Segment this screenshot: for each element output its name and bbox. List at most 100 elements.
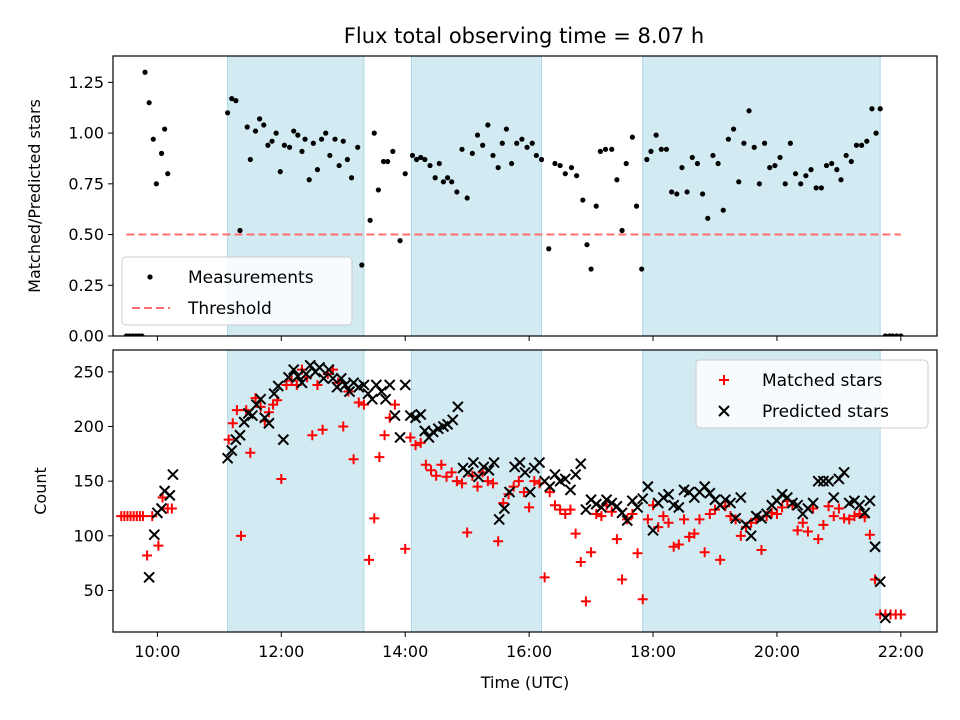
measurement-point	[519, 136, 525, 142]
matched-star-point	[482, 476, 493, 487]
matched-star-point	[663, 517, 674, 528]
measurement-point	[848, 158, 854, 165]
measurement-point	[663, 146, 670, 152]
measurement-point	[310, 140, 316, 146]
matched-star-point	[231, 405, 242, 416]
measurement-point	[508, 160, 515, 167]
measurement-point	[397, 238, 403, 244]
measurement-point	[459, 146, 465, 152]
night-shade-band	[410, 350, 543, 632]
y-tick-label: 1.00	[68, 124, 104, 143]
predicted-star-point	[493, 513, 505, 526]
y-tick-label: 0.75	[68, 174, 104, 193]
matched-star-point	[668, 541, 679, 552]
measurement-point	[694, 160, 701, 167]
predicted-star-point	[483, 464, 495, 476]
measurement-point	[669, 189, 675, 195]
predicted-star-point	[864, 495, 876, 507]
measurement-point	[306, 177, 312, 183]
matched-star-point	[166, 503, 177, 514]
predicted-star-point	[447, 414, 459, 426]
predicted-star-point	[662, 488, 675, 500]
measurement-point	[444, 175, 451, 181]
predicted-star-point	[637, 492, 649, 505]
matched-star-point	[137, 511, 148, 522]
predicted-star-point	[335, 372, 347, 385]
predicted-star-point	[452, 401, 464, 413]
measurement-point	[689, 154, 695, 161]
predicted-star-point	[828, 491, 840, 504]
measurement-point	[413, 156, 420, 163]
predicted-star-point	[657, 491, 670, 504]
matched-star-point	[379, 430, 390, 441]
predicted-star-point	[148, 529, 161, 541]
measurement-point	[299, 148, 305, 154]
matched-star-point	[658, 511, 669, 522]
measurement-point	[265, 142, 271, 148]
axes-frame	[112, 55, 938, 337]
measurement-point	[464, 195, 470, 201]
predicted-star-point	[143, 571, 155, 584]
predicted-star-point	[394, 431, 406, 444]
matched-star-point	[441, 471, 452, 482]
predicted-star-point	[317, 372, 330, 385]
y-tick-label: 250	[73, 362, 104, 381]
matched-star-point	[493, 536, 504, 547]
measurement-point	[736, 179, 742, 185]
measurement-point	[380, 158, 387, 165]
matched-star-point	[462, 527, 473, 538]
measurement-point	[552, 160, 558, 167]
plot-area	[123, 56, 904, 336]
measurement-point	[142, 69, 148, 75]
ratio-panel: 0.00 0.25 0.50 0.75 1.00 1.25 Matched/Predicte…	[25, 55, 938, 346]
matched-star-point	[487, 478, 498, 489]
matched-star-point	[797, 517, 808, 528]
predicted-star-point	[559, 473, 571, 485]
measurement-point	[286, 144, 293, 150]
predicted-star-point	[238, 416, 250, 428]
matched-star-point	[673, 539, 684, 550]
matched-star-point	[575, 557, 586, 568]
measurement-point	[529, 140, 535, 146]
measurement-point	[684, 189, 690, 195]
measurement-point	[823, 162, 830, 169]
x-tick-label: 22:00	[878, 642, 924, 661]
measurement-point	[538, 156, 545, 163]
matched-star-point	[818, 519, 829, 530]
measurement-point	[233, 98, 239, 104]
measurement-point	[574, 173, 580, 179]
measurement-point	[281, 142, 288, 148]
matched-star-point	[245, 447, 256, 458]
matched-star-point	[389, 399, 400, 410]
predicted-star-point	[323, 363, 335, 376]
measurement-point	[619, 227, 625, 234]
matched-star-point	[699, 547, 710, 558]
predicted-star-point	[807, 497, 819, 509]
night-shade-band	[410, 56, 543, 336]
measurement-point	[792, 171, 799, 177]
matched-star-point	[276, 473, 287, 484]
y-tick-label: 50	[84, 581, 104, 600]
matched-star-point	[617, 574, 628, 585]
measurement-point	[741, 140, 747, 146]
measurement-point	[798, 181, 804, 187]
x-tick-label: 12:00	[258, 642, 304, 661]
measurement-point	[332, 136, 338, 142]
measurement-point	[898, 333, 904, 336]
legend-label: Matched stars	[762, 371, 882, 391]
predicted-star-point	[246, 409, 259, 422]
matched-star-point	[338, 421, 349, 432]
measurement-point	[889, 333, 896, 336]
predicted-star-point	[339, 379, 352, 391]
measurement-point	[648, 148, 654, 154]
y-tick-label: 1.25	[68, 73, 104, 92]
measurement-point	[273, 130, 279, 136]
predicted-star-point	[379, 393, 392, 405]
matched-star-point	[364, 554, 375, 565]
predicted-star-point	[467, 456, 480, 469]
measurement-point	[150, 136, 156, 142]
predicted-star-point	[415, 408, 427, 421]
matched-star-point	[653, 522, 664, 533]
measurement-point	[158, 150, 165, 156]
predicted-star-point	[838, 466, 850, 479]
